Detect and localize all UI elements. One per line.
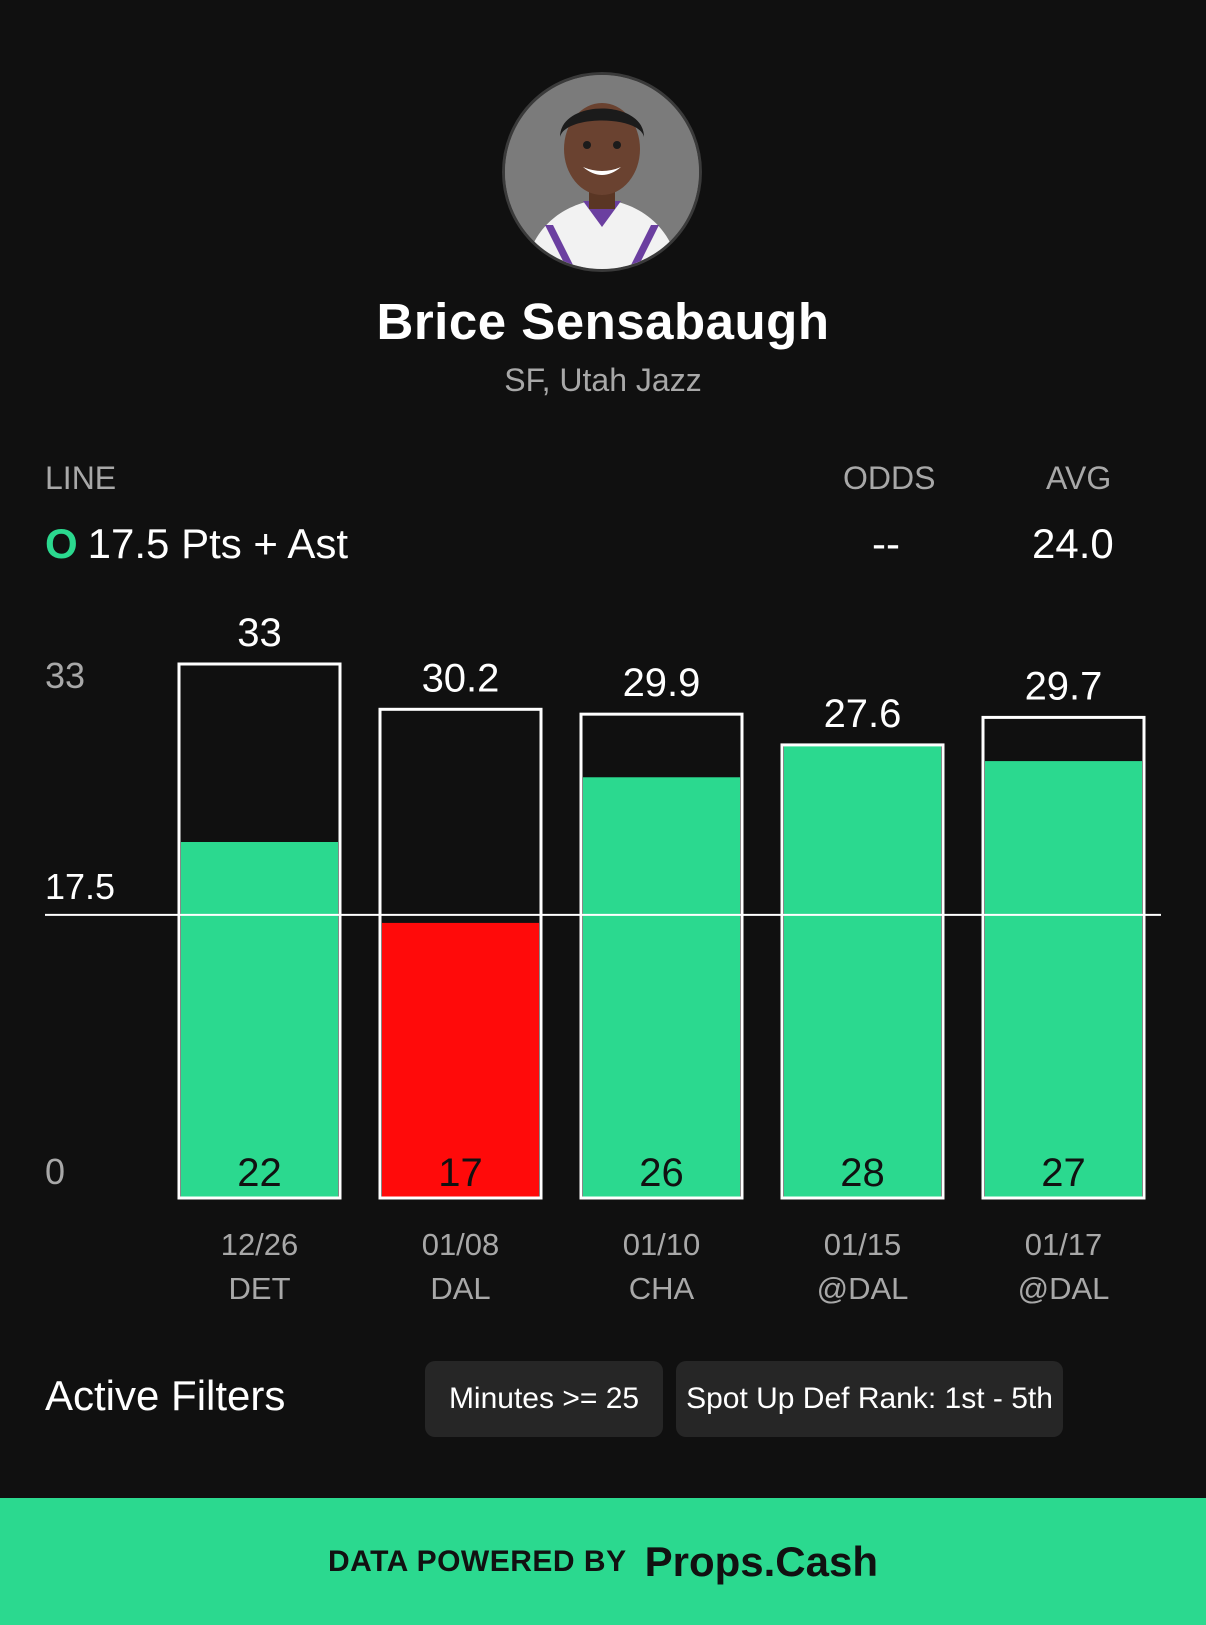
bar-top-label: 29.7 — [1025, 664, 1103, 708]
bar-outline — [981, 715, 1146, 1200]
line-label: LINE — [45, 460, 117, 496]
bar-top-label: 30.2 — [422, 656, 500, 700]
bar-top-label: 29.9 — [623, 661, 701, 705]
bar-value-label: 28 — [840, 1151, 885, 1195]
bar-actual — [181, 842, 338, 1198]
bar-value-label: 27 — [1041, 1151, 1086, 1195]
footer-brand-logo: Props.Cash — [644, 1537, 878, 1585]
bar-outline — [378, 707, 543, 1200]
bar-actual — [583, 777, 740, 1198]
x-date-label: 01/08 — [422, 1227, 500, 1262]
player-team-position: SF, Utah Jazz — [504, 362, 702, 398]
x-date-label: 01/17 — [1025, 1227, 1103, 1262]
y-tick-label: 17.5 — [45, 866, 115, 907]
bar-value-label: 22 — [237, 1151, 282, 1195]
x-opponent-label: CHA — [629, 1271, 695, 1306]
avg-label: AVG — [1046, 460, 1112, 496]
bar-actual — [382, 922, 539, 1198]
player-name: Brice Sensabaugh — [376, 293, 830, 350]
x-opponent-label: @DAL — [817, 1271, 909, 1306]
x-date-label: 01/10 — [623, 1227, 701, 1262]
x-opponent-label: DET — [229, 1271, 291, 1306]
player-avatar — [502, 72, 702, 272]
filter-chip-spot-up-def-rank[interactable]: Spot Up Def Rank: 1st - 5th — [676, 1361, 1063, 1437]
odds-label: ODDS — [843, 460, 936, 496]
filter-chip-minutes[interactable]: Minutes >= 25 — [425, 1361, 663, 1437]
y-tick-label: 33 — [45, 655, 85, 696]
over-indicator: O — [45, 520, 78, 567]
footer-banner: DATA POWERED BY Props.Cash — [0, 1498, 1206, 1625]
bar-actual — [985, 761, 1142, 1198]
y-tick-label: 0 — [45, 1151, 65, 1192]
line-value-text: 17.5 Pts + Ast — [87, 520, 348, 567]
x-date-label: 12/26 — [221, 1227, 299, 1262]
bar-outline — [780, 743, 945, 1200]
avg-value: 24.0 — [1032, 520, 1114, 567]
bar-top-label: 27.6 — [824, 692, 902, 736]
odds-value: -- — [872, 520, 900, 567]
bar-value-label: 26 — [639, 1151, 684, 1195]
bar-top-label: 33 — [237, 611, 282, 655]
bar-value-label: 17 — [438, 1151, 483, 1195]
x-opponent-label: DAL — [430, 1271, 490, 1306]
bar-outline — [579, 712, 744, 1200]
x-opponent-label: @DAL — [1018, 1271, 1110, 1306]
bar-outline — [177, 662, 342, 1200]
footer-powered-by: DATA POWERED BY — [327, 1544, 627, 1578]
bar-actual — [784, 744, 941, 1198]
active-filters-title: Active Filters — [45, 1372, 286, 1419]
line-value: O 17.5 Pts + Ast — [45, 520, 348, 568]
x-date-label: 01/15 — [824, 1227, 902, 1262]
